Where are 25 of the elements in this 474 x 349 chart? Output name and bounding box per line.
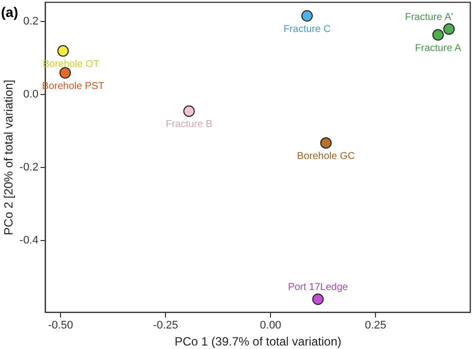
x-axis-title: PCo 1 (39.7% of total variation) [174,334,342,348]
point [57,45,69,57]
y-axis-title: PCo 2 [20% of total variation] [2,80,16,236]
series-label: Borehole GC [297,150,355,162]
point [183,105,195,117]
y-tick-label: 0.0 [23,88,38,101]
x-tick-label: 0.25 [364,320,386,332]
point [301,10,313,22]
point [443,23,455,35]
series-label: Fracture A' [404,12,454,24]
point [320,137,332,149]
series-label: Fracture B [166,119,213,130]
series-label: Port 17Ledge [288,282,348,294]
y-tick-label: -0.2 [20,162,38,174]
x-tick-label: -0.50 [48,320,74,332]
series-label: Fracture C [283,24,331,35]
point [312,293,324,305]
chart-title: (a) [1,4,18,20]
point [432,29,444,41]
point [59,67,71,79]
x-tick-label: -0.25 [153,320,178,332]
x-tick-label: 0.00 [260,320,282,332]
y-tick-label: 0.2 [23,15,38,28]
y-tick-label: -0.4 [20,234,38,247]
series-label: Fracture A [415,42,462,54]
